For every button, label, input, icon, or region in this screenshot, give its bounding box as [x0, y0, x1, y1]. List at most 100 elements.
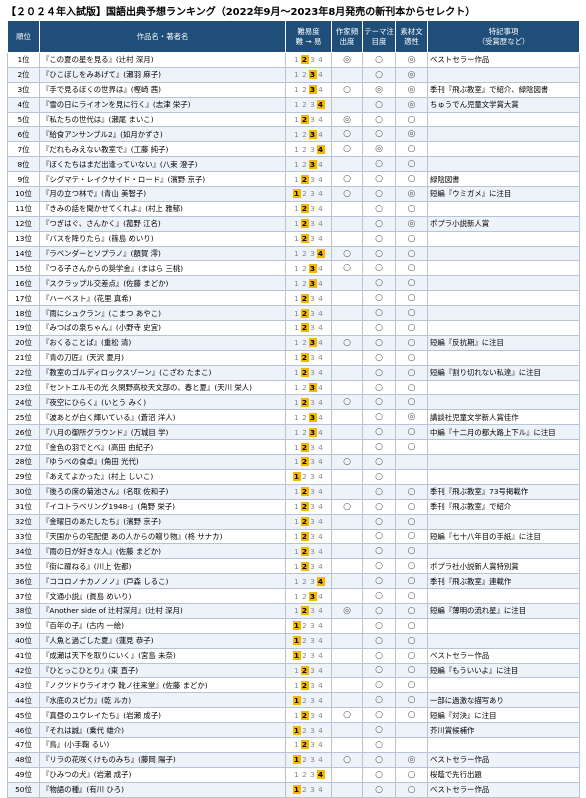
notes-cell: 短編『もういいよ』に注目: [427, 662, 580, 679]
difficulty-level: 1: [294, 55, 299, 65]
difficulty-level: 4: [318, 427, 323, 437]
difficulty-level: 4: [318, 561, 323, 571]
difficulty-level: 4: [318, 472, 323, 482]
difficulty-level: 1: [294, 368, 299, 378]
theme-cell: ○: [362, 707, 396, 724]
material-mark: ◎: [407, 412, 416, 423]
material-cell: ◎: [395, 751, 428, 768]
notes: 短編『反抗期』に注目: [430, 338, 504, 348]
material-mark: ○: [407, 367, 416, 378]
author-cell: ○: [331, 260, 363, 277]
material-mark: ○: [407, 561, 416, 572]
difficulty-level: 1: [294, 263, 299, 273]
difficulty-level: 1: [294, 397, 299, 407]
material-cell: ○: [395, 200, 428, 217]
author-mark: ○: [343, 144, 351, 155]
difficulty-level: 4: [318, 55, 323, 65]
table-row: 32位 『金曜日のあたしたち』(濱野 京子) 1 2 3 4 ○ ○: [7, 513, 580, 530]
rank: 33位: [7, 528, 40, 545]
difficulty-level: 1: [294, 323, 299, 333]
theme-cell: ○: [362, 677, 396, 694]
theme-mark: ○: [375, 650, 383, 661]
difficulty-level: 4: [318, 189, 323, 199]
table-row: 2位 『ひこぼしをみあげて』(瀬羽 麻子) 1 2 3 4 ○ ◎: [7, 66, 580, 83]
author-cell: [331, 647, 363, 664]
author-cell: [331, 320, 363, 336]
rank: 40位: [7, 632, 40, 649]
notes: 短編『薄明の流れ星』に注目: [430, 606, 527, 616]
author-cell: [331, 528, 363, 545]
material-cell: ○: [395, 558, 428, 575]
work: 『スクラップル交差点』(佐藤 まどか): [39, 275, 286, 292]
material-mark: ○: [407, 769, 416, 780]
rank: 42位: [7, 662, 40, 679]
notes: 短編『割り切れない私達』に注目: [430, 368, 541, 378]
difficulty-level: 3: [310, 293, 315, 303]
work: 『だれもみえない教室で』(工藤 純子): [39, 141, 286, 158]
table-row: 40位 『人魚と過ごした夏』(蓮見 恭子) 1 2 3 4 ○ ○: [7, 632, 580, 649]
difficulty-level: 1: [294, 100, 299, 110]
material-cell: ○: [395, 573, 428, 590]
difficulty-level: 3: [310, 204, 315, 214]
table-body: 1位 『この夏の星を見る』(辻村 深月) 1 2 3 4 ◎ ○ ◎ ベストセラー作品 2位 『ひこぼ…: [7, 52, 580, 798]
notes-cell: [427, 66, 580, 83]
difficulty-level: 1: [294, 293, 299, 303]
difficulty-level: 3: [310, 368, 315, 378]
difficulty-selected: 1: [292, 755, 301, 765]
theme-cell: ○: [362, 349, 396, 366]
table-row: 36位 『ココロノナカノノノ』(戸森 しるこ) 1 2 3 4 ○ ○ 季刊『飛ぶ教室』連載作: [7, 573, 580, 590]
work: 『成瀬は天下を取りにいく』(宮島 未奈): [39, 647, 286, 664]
notes-cell: [427, 454, 580, 470]
difficulty-level: 3: [310, 115, 315, 124]
work: 『リラの花咲くけものみち』(藤岡 陽子): [39, 751, 286, 768]
table-row: 49位 『ひみつの犬』(岩瀬 成子) 1 2 3 4 ○ ○ 桜蔭で先行出題: [7, 766, 580, 783]
material-mark: ○: [407, 784, 416, 795]
material-mark: ○: [407, 352, 416, 363]
difficulty-selected: 2: [300, 293, 309, 303]
rank: 27位: [7, 439, 40, 456]
notes-cell: 短編『薄明の流れ星』に注目: [427, 602, 580, 619]
difficulty-level: 4: [318, 680, 323, 690]
difficulty-level: 4: [318, 174, 323, 184]
theme-cell: ○: [362, 96, 396, 113]
rank: 25位: [7, 409, 40, 426]
theme-cell: ◎: [362, 81, 396, 98]
difficulty-level: 1: [294, 338, 299, 348]
difficulty-selected: 1: [292, 472, 301, 482]
difficulty-level: 4: [318, 487, 323, 497]
theme-cell: ○: [362, 379, 396, 396]
difficulty-level: 4: [318, 665, 323, 675]
theme-mark: ○: [375, 605, 383, 616]
difficulty-level: 2: [302, 249, 307, 259]
material-cell: ○: [395, 305, 428, 322]
table-row: 48位 『リラの花咲くけものみち』(藤岡 陽子) 1 2 3 4 ○ ○ ◎ ベストセラー作品: [7, 751, 580, 768]
rank: 18位: [7, 305, 40, 322]
author-cell: ◎: [331, 111, 363, 128]
difficulty-level: 1: [294, 591, 299, 601]
theme-mark: ○: [375, 427, 383, 438]
difficulty-level: 4: [318, 338, 323, 348]
col-header-sub: （受賞歴など）: [477, 36, 530, 46]
work: 『人魚と過ごした夏』(蓮見 恭子): [39, 632, 286, 649]
difficulty-selected: 2: [300, 606, 309, 616]
theme-mark: ○: [375, 248, 383, 259]
material-cell: [395, 468, 428, 485]
author-cell: [331, 364, 363, 381]
author-mark: ○: [343, 174, 351, 185]
difficulty-level: 4: [318, 785, 323, 795]
table-row: 7位 『だれもみえない教室で』(工藤 純子) 1 2 3 4 ○ ◎ ○: [7, 141, 580, 158]
difficulty-selected: 2: [300, 442, 309, 452]
theme-mark: ○: [375, 725, 383, 736]
work: 『ゆうべの食卓』(角田 光代): [39, 454, 286, 470]
notes-cell: 芥川賞候補作: [427, 722, 580, 738]
theme-cell: ○: [362, 394, 396, 411]
theme-mark: ○: [375, 516, 383, 527]
difficulty-level: 4: [318, 115, 323, 124]
table-row: 8位 『ぼくたちはまだ出逢っていない』(八束 澄子) 1 2 3 4 ○ ○: [7, 156, 580, 173]
difficulty-level: 2: [302, 785, 307, 795]
notes-cell: [427, 543, 580, 560]
